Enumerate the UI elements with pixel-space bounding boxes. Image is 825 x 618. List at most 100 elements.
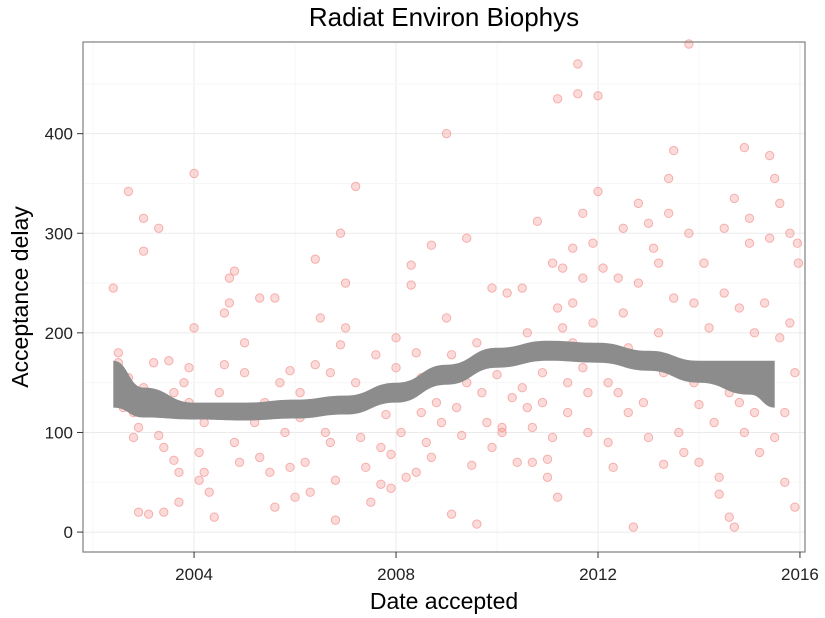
data-point	[224, 298, 235, 308]
data-point	[793, 258, 804, 268]
data-point	[699, 258, 709, 268]
data-point	[568, 298, 578, 308]
data-point	[573, 89, 583, 99]
data-point	[583, 427, 593, 438]
y-tick-label: 0	[64, 523, 73, 542]
data-point	[608, 462, 618, 473]
data-point	[785, 228, 795, 238]
data-point	[255, 293, 265, 303]
data-point	[689, 298, 699, 308]
data-point	[522, 328, 533, 338]
data-point	[204, 487, 214, 497]
data-point	[643, 432, 654, 443]
data-point	[618, 308, 628, 318]
data-point	[335, 228, 346, 238]
data-point	[623, 407, 633, 418]
data-point	[295, 387, 305, 398]
data-point	[189, 168, 199, 179]
data-point	[785, 318, 795, 328]
data-point	[542, 454, 553, 465]
data-point	[391, 363, 401, 373]
data-point	[537, 397, 548, 408]
data-point	[315, 313, 326, 323]
data-point	[234, 457, 245, 468]
y-axis-title: Acceptance delay	[7, 206, 33, 388]
data-point	[133, 422, 144, 433]
data-point	[770, 432, 780, 443]
data-point	[613, 273, 623, 283]
data-point	[653, 258, 664, 268]
data-point	[749, 407, 760, 418]
data-point	[578, 208, 588, 219]
data-point	[411, 348, 421, 358]
data-point	[588, 238, 598, 248]
x-tick-label: 2004	[175, 565, 213, 584]
data-point	[719, 288, 729, 298]
data-point	[154, 223, 164, 233]
data-point	[154, 430, 164, 441]
data-point	[749, 328, 760, 338]
data-point	[653, 328, 664, 338]
data-point	[578, 363, 588, 373]
data-point	[340, 323, 351, 333]
data-point	[770, 173, 780, 184]
data-point	[396, 427, 406, 438]
data-point	[143, 509, 154, 519]
data-point	[775, 198, 785, 209]
data-point	[426, 240, 437, 250]
data-point	[593, 186, 603, 197]
data-point	[270, 293, 280, 303]
data-point	[628, 522, 639, 532]
data-point	[497, 422, 507, 433]
data-point	[694, 399, 704, 410]
data-point	[552, 303, 563, 313]
data-point	[355, 432, 366, 443]
data-point	[547, 432, 558, 443]
data-point	[780, 407, 790, 418]
data-point	[780, 477, 790, 487]
x-tick-label: 2012	[579, 565, 617, 584]
data-point	[138, 246, 149, 256]
data-point	[340, 278, 351, 288]
data-point	[547, 258, 558, 268]
data-point	[305, 487, 315, 497]
data-point	[229, 266, 240, 276]
data-point	[684, 39, 694, 49]
data-point	[431, 397, 442, 408]
data-point	[113, 348, 124, 358]
data-point	[416, 407, 426, 418]
data-point	[618, 223, 628, 233]
data-point	[330, 475, 341, 485]
data-point	[350, 181, 361, 192]
y-tick-label: 200	[45, 324, 73, 343]
data-point	[280, 427, 290, 438]
data-point	[376, 479, 386, 489]
data-point	[663, 208, 674, 219]
data-point	[184, 363, 194, 373]
data-point	[527, 422, 538, 433]
data-point	[542, 472, 553, 482]
plot-panel	[82, 41, 806, 553]
data-point	[557, 263, 568, 273]
data-point	[598, 263, 608, 273]
data-point	[603, 437, 613, 448]
data-point	[406, 260, 416, 270]
data-point	[472, 338, 482, 348]
data-point	[310, 254, 320, 264]
y-tick-label: 400	[45, 125, 73, 144]
data-point	[376, 442, 386, 453]
data-point	[330, 515, 341, 525]
data-point	[517, 283, 527, 293]
data-point	[270, 502, 280, 512]
data-point	[285, 462, 295, 473]
data-point	[148, 358, 159, 368]
data-point	[381, 409, 391, 420]
data-point	[108, 283, 118, 293]
data-point	[300, 457, 310, 468]
data-point	[214, 387, 225, 398]
data-point	[643, 218, 654, 228]
smooth-band	[113, 340, 775, 421]
data-point	[633, 278, 644, 288]
data-point	[658, 459, 669, 470]
